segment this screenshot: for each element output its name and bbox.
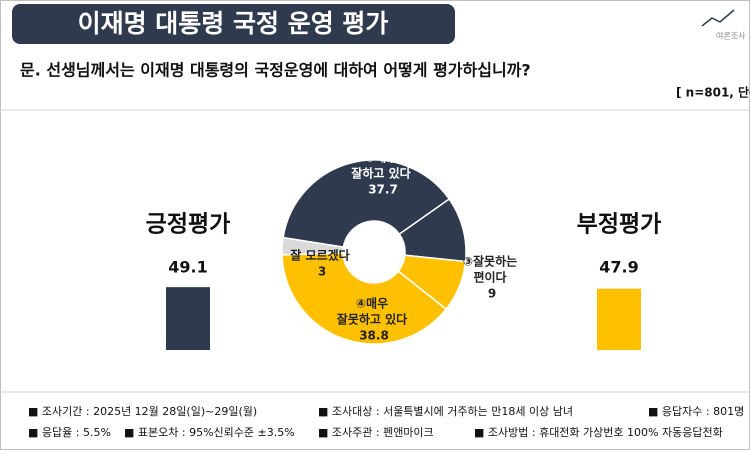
value-label: 9 (488, 287, 496, 301)
footer-item: ■ 조사주관 : 펜앤마이크 (318, 426, 434, 439)
footer-item: ■ 조사방법 : 휴대전화 가상번호 100% 자동응답전화 (474, 426, 723, 439)
value-label: 11.4 (477, 229, 507, 243)
note: [ n=801, 단위 (676, 85, 750, 100)
slice-label: 편이다 (473, 212, 506, 227)
group-label: 부정평가 (577, 212, 662, 238)
value-label: 37.7 (368, 183, 398, 197)
title-banner (12, 4, 455, 44)
donut-slice (281, 252, 448, 345)
footer-item: ■ 표본오차 : 95%신뢰수준 ±3.5% (124, 426, 295, 439)
footer-item: ■ 응답율 : 5.5% (28, 426, 111, 439)
slice-label: ②잘하는 (468, 196, 511, 211)
slice-label: ④매우 (356, 296, 388, 311)
slice-label: 잘 모르겠다 (290, 248, 349, 263)
question: 문. 선생님께서는 이재명 대통령의 국정운영에 대하여 어떻게 평가하십니까? (20, 61, 531, 80)
bar (166, 287, 210, 350)
value-label: 3 (318, 265, 326, 279)
logo-icon (701, 9, 735, 27)
donut-slice (281, 236, 345, 256)
slice-label: 잘하고 있다 (351, 166, 410, 181)
footer-item: ■ 응답자수 : 801명 (648, 405, 744, 418)
slice-label: ①매우 (365, 150, 397, 165)
value-label: 38.8 (359, 329, 389, 343)
footer-item: ■ 조사대상 : 서울특별시에 거주하는 만18세 이상 남녀 (318, 404, 573, 418)
bar (597, 288, 641, 350)
group-label: 긍정평가 (146, 212, 231, 238)
chart-title: 이재명 대통령 국정 운영 평가 (78, 9, 389, 38)
slice-label: ③잘못하는 (463, 254, 517, 269)
value-label: 47.9 (599, 258, 638, 277)
value-label: 49.1 (168, 258, 207, 277)
slice-label: 편이다 (473, 270, 506, 285)
logo-text: 여론조사 (716, 31, 746, 41)
footer-item: ■ 조사기간 : 2025년 12월 28일(일)~29일(월) (28, 404, 257, 418)
slice-label: 잘못하고 있다 (337, 312, 407, 327)
donut-slice (282, 159, 451, 249)
